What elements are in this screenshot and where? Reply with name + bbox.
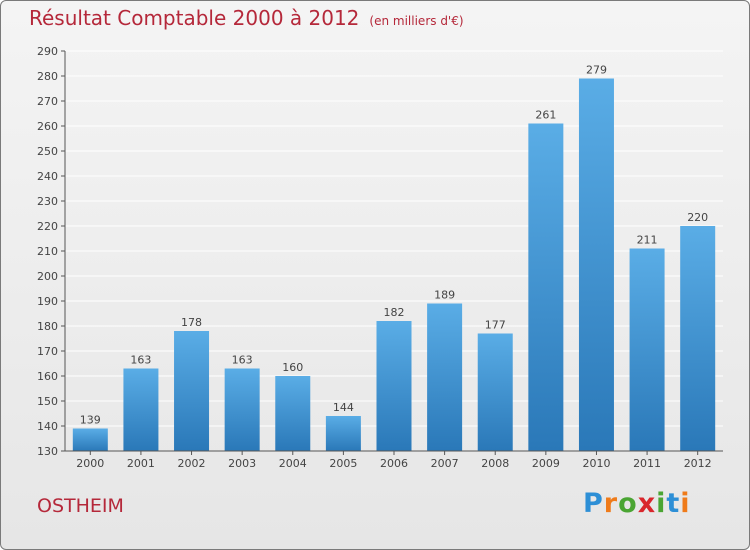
y-tick-label: 190 — [37, 295, 58, 308]
y-axis-ticks: 130 140 150 160 170 180 190 200 210 220 230 240 250 2… — [37, 45, 65, 458]
y-tick-label: 270 — [37, 95, 58, 108]
logo-letter: r — [603, 488, 619, 519]
y-tick-label: 140 — [37, 420, 58, 433]
y-tick-label: 260 — [37, 120, 58, 133]
x-tick-label: 2006 — [380, 457, 408, 470]
chart-title-text: Résultat Comptable 2000 à 2012 — [29, 6, 360, 30]
x-tick-label: 2007 — [431, 457, 459, 470]
bar-value-label: 189 — [434, 289, 455, 302]
logo-letter: t — [666, 488, 681, 519]
y-tick-label: 210 — [37, 245, 58, 258]
proxiti-logo: Proxiti — [583, 488, 691, 519]
y-tick-label: 250 — [37, 145, 58, 158]
bar-value-label: 279 — [586, 64, 607, 77]
logo-letter: i — [680, 488, 691, 519]
x-tick-label: 2011 — [633, 457, 661, 470]
bars — [72, 78, 716, 451]
x-tick-label: 2009 — [532, 457, 560, 470]
y-tick-label: 130 — [37, 445, 58, 458]
bar-2002 — [174, 331, 210, 451]
bar-value-label: 139 — [80, 414, 101, 427]
bar-2012 — [680, 226, 716, 451]
x-tick-label: 2001 — [127, 457, 155, 470]
y-tick-label: 220 — [37, 220, 58, 233]
y-tick-label: 230 — [37, 195, 58, 208]
x-axis-ticks: 2000 2001 2002 2003 2004 2005 2006 2007 2008 2009… — [76, 451, 712, 470]
bar-2008 — [477, 333, 513, 451]
chart-title: Résultat Comptable 2000 à 2012 (en millie… — [29, 6, 464, 30]
bar-value-label: 220 — [687, 211, 708, 224]
y-tick-label: 290 — [37, 45, 58, 58]
x-tick-label: 2004 — [279, 457, 307, 470]
bar-value-label: 163 — [232, 354, 253, 367]
x-tick-label: 2003 — [228, 457, 256, 470]
bar-value-label: 211 — [637, 234, 658, 247]
bar-2010 — [578, 78, 614, 451]
y-tick-label: 180 — [37, 320, 58, 333]
logo-letter: i — [656, 488, 667, 519]
x-tick-label: 2002 — [178, 457, 206, 470]
bar-2006 — [376, 321, 412, 451]
y-tick-label: 160 — [37, 370, 58, 383]
bar-2005 — [325, 416, 361, 451]
bar-2000 — [72, 428, 108, 451]
logo-letter: x — [637, 488, 657, 519]
bar-value-label: 182 — [384, 306, 405, 319]
bar-2011 — [629, 248, 665, 451]
y-tick-label: 170 — [37, 345, 58, 358]
bar-value-label: 177 — [485, 319, 506, 332]
unit-note: (en milliers d'€) — [369, 14, 464, 28]
y-tick-label: 240 — [37, 170, 58, 183]
city-name: OSTHEIM — [37, 495, 124, 517]
bar-2001 — [123, 368, 159, 451]
x-tick-label: 2008 — [481, 457, 509, 470]
x-tick-label: 2012 — [684, 457, 712, 470]
logo-letter: o — [618, 488, 638, 519]
y-tick-label: 200 — [37, 270, 58, 283]
bar-2007 — [427, 303, 463, 451]
x-tick-label: 2005 — [329, 457, 357, 470]
bar-value-label: 144 — [333, 401, 354, 414]
bar-value-label: 178 — [181, 316, 202, 329]
y-tick-label: 150 — [37, 395, 58, 408]
y-tick-label: 280 — [37, 70, 58, 83]
data-labels: 139 163 178 163 160 144 182 189 177 261 279 211 220 — [80, 64, 708, 427]
bar-2004 — [275, 376, 311, 451]
bar-value-label: 261 — [535, 109, 556, 122]
logo-letter: P — [583, 488, 604, 519]
bar-2009 — [528, 123, 564, 451]
x-tick-label: 2010 — [582, 457, 610, 470]
bar-value-label: 163 — [130, 354, 151, 367]
bar-2003 — [224, 368, 260, 451]
bar-value-label: 160 — [282, 361, 303, 374]
x-tick-label: 2000 — [76, 457, 104, 470]
